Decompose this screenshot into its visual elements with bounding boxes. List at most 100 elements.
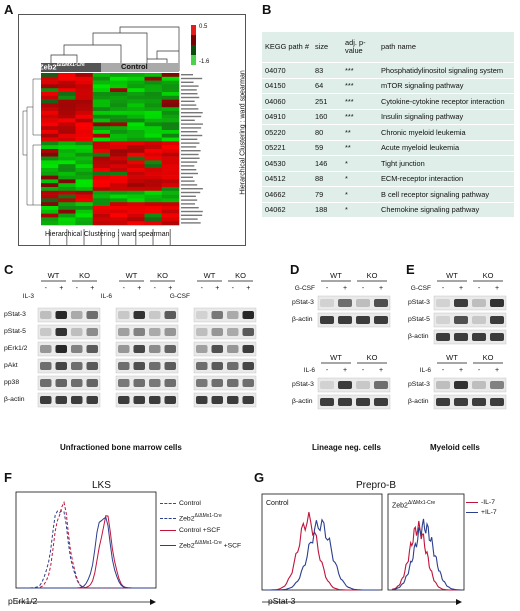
panel-label-e: E [406,262,415,277]
blot-band-c [133,379,145,387]
heatmap-cell [127,190,145,195]
blot-band-c [227,311,239,319]
heatmap-cell [110,92,128,97]
row-label: β-actin [408,398,429,405]
caption-d: Lineage neg. cells [312,443,381,452]
stim-mark: - [326,367,329,374]
gene-label-mark [181,184,198,186]
flow-f-curve [20,500,152,589]
kegg-cell-size: 64 [315,81,324,91]
heatmap-cell [127,103,145,108]
heatmap-cell [41,206,59,211]
gene-label-mark [181,207,199,209]
kegg-cell-p: *** [345,81,354,91]
heatmap-cell [92,80,111,85]
heatmap-cell [144,133,163,138]
blot-band-c [55,328,67,336]
header-ko: KO [235,271,246,280]
blot-band [490,333,504,341]
heatmap-cell [144,171,163,176]
heatmap-cell [41,73,59,78]
heatmap-cell [127,95,145,100]
heatmap-cell [127,217,145,222]
blot-band-c [227,362,239,370]
blot-band-c [227,396,239,404]
blot-band [338,316,352,324]
blot-band-c [242,379,254,387]
heatmap-cell [110,76,128,81]
kegg-row: 04512 88 * ECM-receptor interaction [262,171,514,187]
blot-band-c [55,311,67,319]
legend-sup: Δ/ΔMx1-Cre [194,513,222,519]
heatmap-cell [161,114,180,119]
row-label-c: β-actin [4,396,25,403]
heatmap-cell [110,149,128,154]
blot-membrane [115,324,179,340]
heatmap-cell [127,171,145,176]
stim-mark: + [343,367,347,374]
header-ko: KO [483,271,494,280]
sample-label-mark [48,229,51,247]
heatmap-cell [58,111,76,116]
heatmap-cell [92,202,111,207]
stim-mark: - [76,285,79,292]
heatmap-cell [92,99,111,104]
heatmap-cell [58,118,76,123]
flow-f-legend-item: Zeb2Δ/ΔMx1-Cre +SCF [160,537,241,552]
blot-band-c [71,379,83,387]
heatmap-cell [144,137,163,142]
heatmap-cell [58,156,76,161]
heatmap-cell [75,88,94,93]
stim-mark: + [137,285,141,292]
gene-label-mark [181,214,203,216]
heatmap-cell [41,221,59,226]
blot-band-c [196,311,208,319]
blot-band [374,381,388,389]
blot-band [374,316,388,324]
heatmap-cell [41,202,59,207]
heatmap-cell [41,179,59,184]
gene-label-mark [181,188,203,190]
blot-band-c [196,362,208,370]
heatmap-cell [127,198,145,203]
kegg-row: 04662 79 * B cell receptor signaling pathwa… [262,187,514,202]
kegg-cell-num: 04070 [265,65,286,75]
flow-panel-g: Prepro-B Control Zeb2Δ/ΔMx1-Cre -IL-7 +IL… [250,476,520,611]
kegg-row: 04150 64 *** mTOR signaling pathway [262,78,514,94]
stim-label: IL-6 [420,367,432,374]
heatmap-cell [110,156,128,161]
gene-row-labels [181,74,203,224]
blot-membrane [433,377,507,393]
heatmap-cell [144,198,163,203]
legend-label: Zeb2 [179,542,195,550]
flow-g-curve-left-minus [266,512,378,591]
heatmap-cell [92,118,111,123]
heatmap-cell [75,194,94,199]
heatmap-cell [75,141,94,146]
blot-band-c [118,345,130,353]
panel-label-c: C [4,262,14,277]
heatmap-cell [92,160,111,165]
heatmap-cell [127,187,145,192]
heatmap-cell [92,92,111,97]
kegg-cell-size: 251 [315,96,328,106]
legend-line [466,501,478,503]
kegg-cell-name: Chronic myeloid leukemia [381,127,466,137]
heatmap-cell [161,118,180,123]
heatmap-cell [110,198,128,203]
heatmap-cell [144,103,163,108]
heatmap-cell [110,171,128,176]
heatmap-svg [22,25,203,247]
heatmap-cell [41,152,59,157]
heatmap-cell [127,80,145,85]
gene-label-mark [181,112,203,114]
heatmap-cell [58,175,76,180]
header-wt: WT [204,271,216,280]
heatmap-cell [161,164,180,169]
legend-line [160,529,176,531]
kegg-cell-name: Phosphatidylinositol signaling system [381,65,504,75]
blot-membrane [115,307,179,323]
kegg-cell-num: 04910 [265,112,286,122]
blot-band-c [227,345,239,353]
blot-membrane [115,375,179,391]
